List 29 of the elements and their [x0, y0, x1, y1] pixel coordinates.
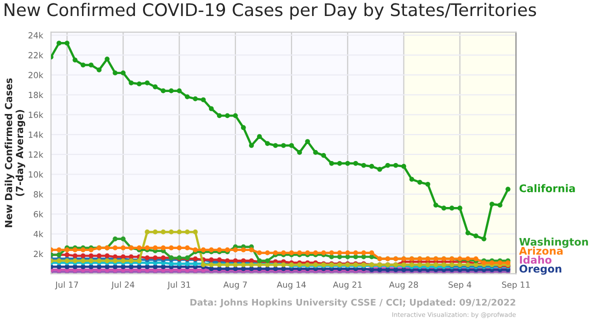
y-tick-label: 14k [28, 131, 44, 138]
y-tick-label: 18k [28, 92, 44, 98]
y-tick-label: 22k [28, 52, 44, 58]
y-tick-label: 8k [34, 191, 44, 198]
y-tick-label: 10k [28, 171, 44, 178]
x-tick-label: Jul 31 [167, 281, 190, 290]
y-tick-label: 2k [34, 250, 44, 257]
chart-title: New Confirmed COVID-19 Cases per Day by States/Territories [4, 2, 536, 20]
x-tick-label: Sep 11 [502, 281, 530, 290]
series-label: Idaho [520, 256, 552, 264]
y-tick-label: 16k [28, 112, 44, 118]
y-tick-label: 6k [34, 210, 44, 218]
y-tick-label: 24k [28, 32, 44, 38]
x-tick-label: Sep 4 [448, 281, 472, 290]
x-tick-label: Jul 24 [111, 281, 134, 290]
series-label: California [520, 184, 575, 192]
series-label: Arizona [519, 246, 563, 255]
y-tick-label: 20k [28, 72, 44, 78]
x-tick-label: Jul 17 [54, 281, 78, 290]
x-tick-label: Aug 21 [332, 281, 362, 290]
y-tick-label: 4k [34, 230, 44, 238]
text: Data: Johns Hopkins University CSSE / CCI; Updated: 09/12/2022 [190, 298, 516, 308]
series-label: Washington [519, 238, 588, 248]
y-axis-title: New Daily Confirmed Cases (7-day Average) [4, 78, 26, 228]
x-tick-label: Aug 28 [389, 281, 418, 290]
x-tick-label: Aug 14 [276, 282, 306, 290]
y-tick-label: 12k [28, 151, 44, 158]
series-label: Oregon [520, 264, 562, 275]
x-tick-label: Aug 7 [223, 282, 247, 290]
